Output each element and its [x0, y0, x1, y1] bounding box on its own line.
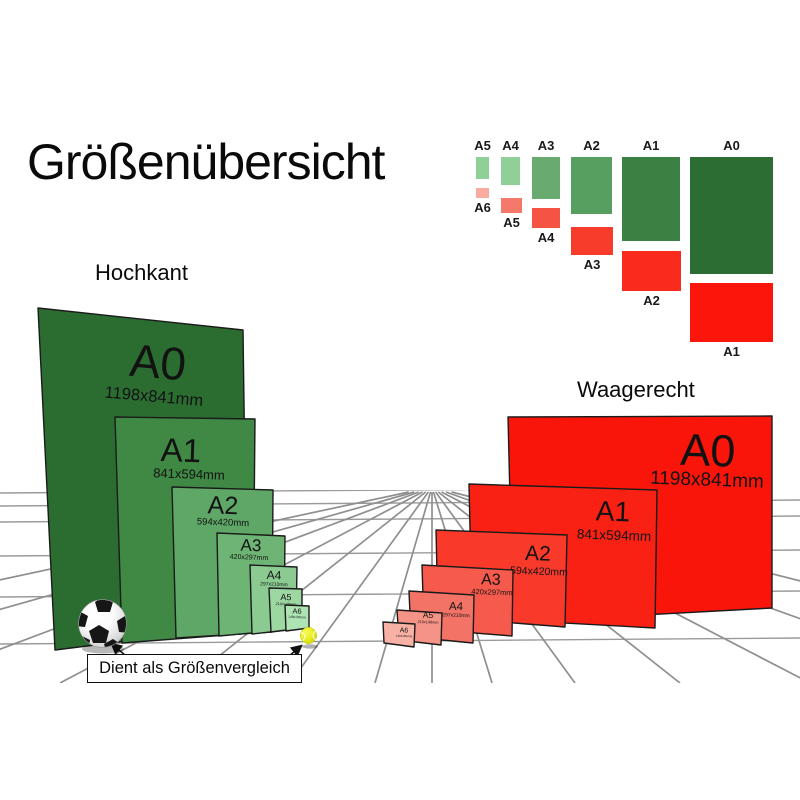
board-size-label: A3	[481, 571, 501, 589]
heading-waagerecht: Waagerecht	[577, 377, 695, 402]
chart-red-rect-a5	[501, 198, 522, 213]
board-size-label: A3	[240, 536, 261, 556]
board-dimensions-label: 148x105mm	[288, 615, 306, 620]
board-dimensions-label: 148x105mm	[396, 634, 413, 639]
chart-label-green-a1: A1	[642, 138, 660, 153]
chart-green-rect-a4	[501, 157, 520, 185]
board-dimensions-label: 594x420mm	[197, 516, 250, 529]
board-size-label: A2	[207, 491, 239, 520]
board-dimensions-label: 420x297mm	[230, 554, 269, 562]
board-dimensions-label: 297x210mm	[260, 581, 288, 588]
hochkant-boards-group: A01198x841mmA1841x594mmA2594x420mmA3420x…	[37, 307, 310, 651]
board-size-label: A6	[292, 606, 301, 615]
board-dimensions-label: 841x594mm	[577, 526, 652, 544]
heading-hochkant: Hochkant	[95, 260, 188, 285]
caption-label: Dient als Größenvergleich	[99, 659, 290, 677]
board-size-label: A0	[680, 424, 737, 477]
soccer-ball-icon	[78, 599, 127, 654]
board-dimensions-label: 594x420mm	[510, 565, 568, 579]
board-dimensions-label: 1198x841mm	[650, 468, 764, 493]
caption-box: Dient als Größenvergleich	[87, 654, 302, 683]
chart-label-red-a5: A5	[503, 215, 520, 230]
board-dimensions-label: 841x594mm	[153, 465, 225, 482]
grid-depth-line	[289, 491, 430, 683]
chart-label-red-a4: A4	[537, 230, 555, 245]
board-face	[382, 621, 416, 648]
chart-label-red-a2: A2	[643, 293, 660, 308]
board-size-label: A0	[128, 334, 189, 391]
chart-green-rect-a5	[476, 157, 489, 179]
chart-label-green-a0: A0	[723, 138, 740, 153]
chart-label-red-a3: A3	[583, 257, 601, 272]
chart-label-red-a6: A6	[474, 200, 491, 215]
board-dimensions-label: 420x297mm	[471, 587, 513, 597]
tennis-ball-icon	[300, 627, 318, 649]
board-size-label: A2	[525, 542, 551, 566]
board-dimensions-label: 210x148mm	[417, 620, 438, 625]
chart-red-rect-a2	[622, 251, 681, 291]
chart-label-red-a1: A1	[723, 344, 740, 359]
chart-label-green-a4: A4	[502, 138, 519, 153]
chart-green-rect-a1	[622, 157, 680, 241]
chart-red-rect-a6	[476, 188, 489, 198]
chart-red-rect-a1	[690, 283, 773, 342]
grid-depth-line	[184, 491, 427, 683]
chart-green-rect-a3	[532, 157, 560, 199]
board-size-label: A5	[423, 610, 434, 620]
board-size-label: A4	[449, 601, 464, 614]
board-size-label: A4	[266, 568, 281, 583]
board-dimensions-label: 210x148mm	[275, 602, 296, 607]
chart-green-rect-a0	[690, 157, 773, 274]
chart-label-green-a3: A3	[537, 138, 555, 153]
board-size-label: A1	[595, 495, 630, 527]
page-title: Größenübersicht	[27, 134, 385, 190]
chart-red-rect-a4	[532, 208, 560, 228]
grid-depth-line	[374, 491, 432, 683]
board-size-label: A1	[160, 431, 202, 469]
board-size-label: A6	[400, 627, 409, 634]
chart-green-rect-a2	[571, 157, 612, 214]
board-dimensions-label: 297x210mm	[442, 612, 470, 619]
chart-red-rect-a3	[571, 227, 613, 255]
chart-label-green-a5: A5	[474, 138, 491, 153]
chart-label-green-a2: A2	[583, 138, 600, 153]
board-size-label: A5	[280, 592, 291, 602]
